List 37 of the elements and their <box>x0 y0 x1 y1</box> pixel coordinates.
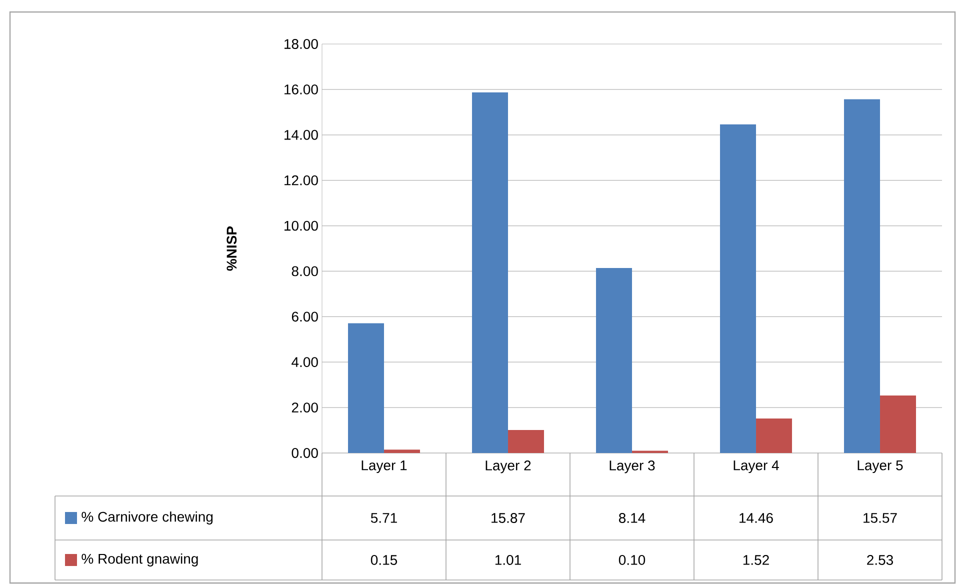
legend-label: % Rodent gnawing <box>82 553 198 567</box>
bar <box>596 268 632 453</box>
y-axis-title: %NISP <box>226 226 237 271</box>
data-label: 0.15 <box>370 555 398 565</box>
y-tick-label: 8.00 <box>292 266 318 276</box>
bar <box>508 430 544 453</box>
data-label: 14.46 <box>740 513 773 523</box>
x-tick-label: Layer 3 <box>610 460 655 474</box>
y-tick-label: 18.00 <box>284 39 318 49</box>
data-label: 8.14 <box>618 513 646 523</box>
x-tick-label: Layer 5 <box>858 460 903 474</box>
bar <box>384 450 420 453</box>
y-tick-label: 2.00 <box>292 402 318 413</box>
y-tick-label: 0.00 <box>292 448 318 458</box>
data-label: 15.87 <box>492 513 525 523</box>
bar <box>844 99 880 453</box>
y-tick-label: 10.00 <box>284 220 318 231</box>
data-label: 15.57 <box>864 513 897 523</box>
bar <box>756 418 792 453</box>
x-tick-label: Layer 4 <box>734 460 779 474</box>
data-label: 0.10 <box>618 555 646 565</box>
x-tick-label: Layer 1 <box>362 460 407 474</box>
bar <box>720 124 756 453</box>
y-tick-label: 6.00 <box>292 312 318 322</box>
x-tick-label: Layer 2 <box>486 460 531 474</box>
legend-label: % Carnivore chewing <box>82 511 213 525</box>
y-tick-label: 14.00 <box>284 130 318 140</box>
data-label: 1.01 <box>495 555 521 565</box>
data-label: 5.71 <box>370 513 397 523</box>
y-tick-label: 16.00 <box>284 84 318 94</box>
y-tick-label: 4.00 <box>292 357 318 368</box>
bar <box>348 323 384 453</box>
bar <box>472 92 508 453</box>
bar <box>880 396 916 453</box>
y-tick-label: 12.00 <box>284 175 318 186</box>
data-label: 1.52 <box>743 555 769 565</box>
data-label: 2.53 <box>867 555 894 565</box>
